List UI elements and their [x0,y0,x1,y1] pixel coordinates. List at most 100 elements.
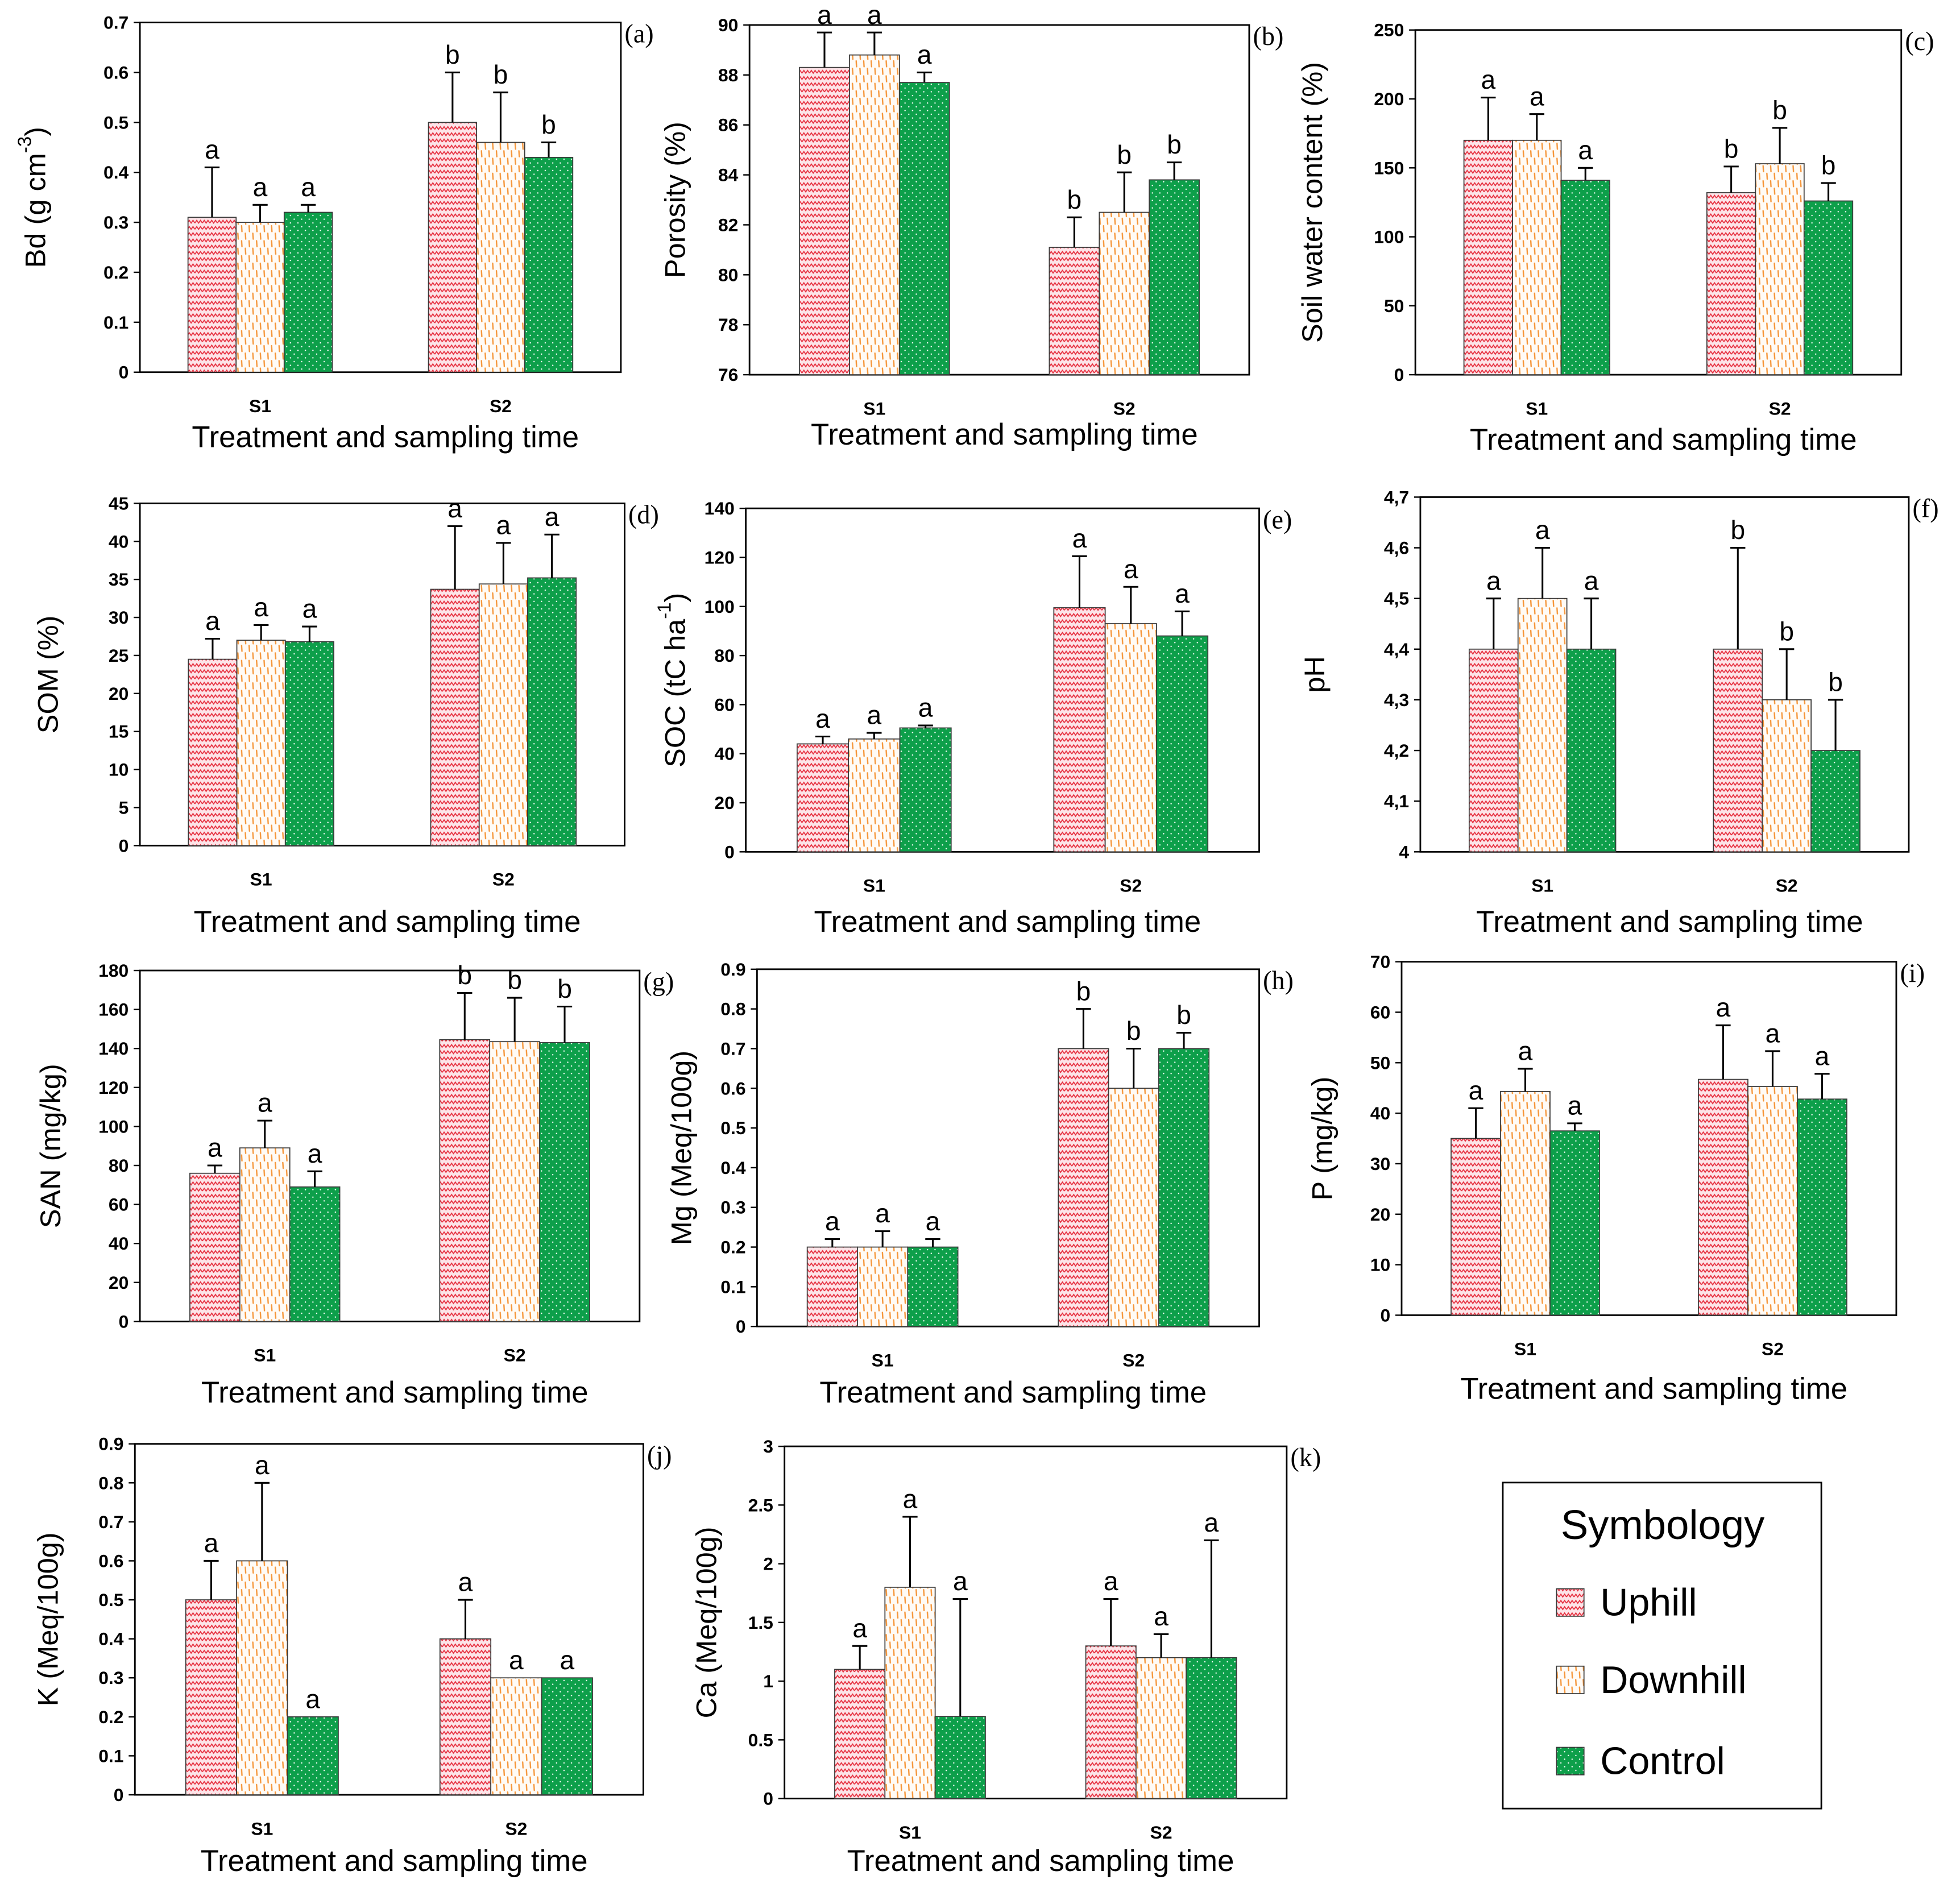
bar-downhill-S2 [1136,1657,1187,1799]
y-axis-label-text: Bd (g cm [19,153,51,268]
panel-label: (e) [1263,505,1292,534]
significance-letter: a [1481,65,1495,94]
significance-letter: b [494,60,508,89]
x-category-label: S1 [249,396,271,416]
y-tick-label: 0 [736,1316,746,1337]
bar-control-S1 [287,1716,339,1795]
legend-label-uphill: Uphill [1600,1581,1697,1624]
bar-downhill-S1 [1500,1091,1551,1316]
y-tick-label: 0.1 [103,312,129,333]
significance-letter: a [867,700,881,730]
bar-uphill-S2 [1706,192,1756,375]
significance-letter: a [458,1567,473,1597]
chart-panel-e: 0 20 40 60 80 100 120 140 S1 a a a S2 a a a Treatment an… [653,498,1292,939]
significance-letter: b [1126,1016,1141,1046]
x-category-label: S2 [492,869,515,890]
y-tick-label: 0.2 [720,1237,745,1258]
significance-letter: a [254,592,268,622]
legend-swatch-uphill [1556,1588,1585,1617]
y-tick-label: 140 [705,498,735,518]
y-tick-label: 60 [714,694,734,715]
panel-label: (a) [624,19,653,48]
x-axis-label: Treatment and sampling time [201,1376,589,1409]
significance-letter: a [1518,1036,1533,1066]
y-tick-label: 82 [718,214,738,235]
y-tick-label: 4 [1399,841,1409,862]
significance-letter: a [875,1198,890,1228]
y-axis-label-text: K (Meq/100g) [31,1532,64,1706]
x-axis-label: Treatment and sampling time [1476,905,1863,939]
y-tick-label: 80 [109,1155,129,1176]
bar-control-S1 [289,1186,341,1322]
bar-uphill-S1 [1451,1138,1501,1316]
x-category-label: S1 [863,876,885,896]
y-tick-label: 40 [109,1233,129,1254]
bar-uphill-S2 [439,1638,492,1795]
y-tick-label: 0.7 [103,13,129,33]
x-axis-label: Treatment and sampling time [814,905,1201,939]
significance-letter: a [1535,515,1550,545]
y-tick-label: 15 [109,721,129,742]
bar-control-S2 [1797,1098,1847,1316]
significance-letter: a [560,1645,574,1675]
plot-frame [748,24,1250,376]
y-tick-label: 20 [1370,1204,1390,1225]
significance-letter: a [208,1133,222,1163]
x-axis-label: Treatment and sampling time [847,1844,1234,1878]
bar-control-S1 [1566,648,1617,853]
bar-control-S1 [899,727,952,853]
y-tick-label: 160 [98,999,129,1020]
y-tick-label: 1.5 [748,1612,773,1633]
panel-label: (b) [1253,22,1284,51]
panel-label: (k) [1290,1443,1321,1472]
x-category-label: S1 [863,398,885,418]
y-tick-label: 88 [718,65,738,85]
y-tick-label: 250 [1374,20,1404,40]
y-tick-label: 0.9 [98,1434,123,1454]
y-tick-label: 0.8 [98,1472,123,1493]
bar-downhill-S2 [1762,699,1812,853]
bar-downhill-S1 [236,1560,288,1795]
y-tick-label: 60 [1370,1002,1390,1022]
y-tick-label: 80 [714,645,734,666]
significance-letter: a [903,1484,918,1514]
bar-uphill-S2 [1698,1078,1748,1316]
y-tick-label: 0.9 [720,959,745,980]
y-axis-label-text: SOM (%) [31,616,64,734]
significance-letter: b [1730,515,1745,545]
chart-panel-b: 76 78 80 82 84 86 88 90 S1 a a a S2 b b b Treatment and … [658,0,1283,451]
plot-frame [745,507,1260,853]
bar-control-S1 [1560,180,1610,375]
y-tick-label: 0.5 [98,1590,123,1610]
bar-uphill-S1 [799,67,850,375]
bar-control-S2 [1158,1048,1210,1327]
chart-panel-d: 0 5 10 15 20 25 30 35 40 45 S1 a a a S2 a a a Treatment an… [31,493,659,938]
y-tick-label: 40 [714,744,734,764]
panel-label: (h) [1263,966,1294,995]
bar-uphill-S2 [428,122,478,373]
y-tick-label: 0 [1394,364,1404,385]
y-tick-label: 20 [109,1272,129,1293]
y-tick-label: 100 [1374,227,1404,247]
legend-label-control: Control [1600,1740,1725,1783]
y-tick-label: 0.7 [720,1038,745,1059]
significance-letter: a [255,1450,270,1480]
y-tick-label: 150 [1374,157,1404,178]
y-axis-label: Mg (Meq/100g) [665,1051,697,1246]
chart-panel-j: 0 0.1 0.2 0.3 0.4 0.5 0.6 0.7 0.8 0.9 S1 a a a S2 a a a Tr… [31,1434,672,1878]
y-axis-label: K (Meq/100g) [31,1532,64,1706]
y-axis-label-end: ) [658,593,691,603]
plot-frame [139,969,641,1322]
y-tick-label: 80 [718,264,738,285]
plot-frame [1400,961,1897,1316]
y-tick-label: 0.3 [103,212,129,233]
bar-downhill-S2 [1104,623,1157,853]
bar-control-S1 [283,211,333,373]
y-axis-label-text: Ca (Meq/100g) [690,1526,722,1718]
x-axis-label: Treatment and sampling time [1460,1372,1847,1406]
plot-frame [1414,29,1903,376]
y-tick-label: 78 [718,314,738,335]
x-category-label: S2 [1113,398,1136,418]
bar-control-S2 [1149,179,1200,375]
